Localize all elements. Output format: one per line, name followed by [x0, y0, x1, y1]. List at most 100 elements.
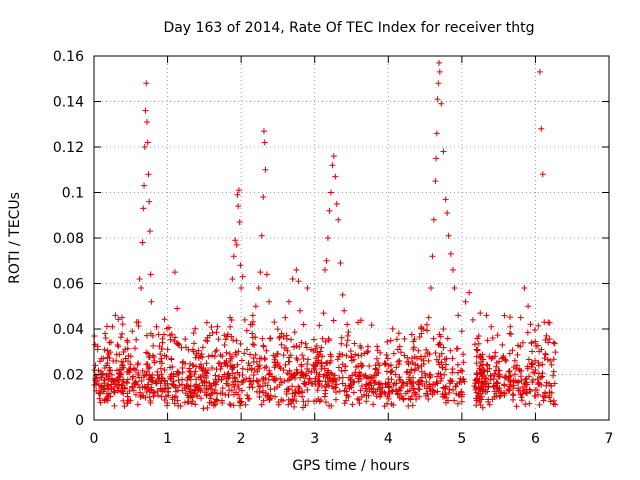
data-point — [353, 364, 360, 371]
data-point — [366, 362, 373, 369]
data-point — [315, 373, 322, 380]
data-point — [124, 337, 131, 344]
data-point — [547, 357, 554, 364]
data-point — [203, 392, 210, 399]
data-point — [186, 367, 193, 374]
data-point — [205, 386, 212, 393]
data-point — [141, 144, 148, 150]
data-point — [249, 341, 256, 348]
data-point — [356, 372, 363, 379]
data-point — [164, 380, 171, 387]
data-point — [423, 378, 430, 385]
data-point — [347, 348, 354, 355]
data-point — [387, 337, 394, 344]
data-point — [227, 402, 234, 409]
data-point — [157, 380, 164, 387]
data-point — [221, 332, 228, 339]
data-point — [432, 350, 439, 357]
data-point — [272, 359, 279, 366]
data-point — [496, 393, 503, 400]
data-point — [454, 361, 461, 368]
data-point — [359, 362, 366, 369]
data-point — [536, 68, 543, 75]
data-point — [532, 392, 539, 399]
data-point — [239, 365, 246, 372]
data-point — [161, 386, 168, 393]
data-point — [302, 402, 309, 409]
data-point — [514, 379, 521, 386]
data-point — [289, 390, 296, 397]
data-point — [418, 368, 425, 375]
data-point — [509, 391, 516, 398]
data-point — [205, 353, 212, 360]
data-points — [91, 59, 559, 412]
data-point — [322, 378, 329, 385]
data-point — [384, 355, 391, 362]
data-point — [185, 346, 192, 353]
data-point — [195, 374, 202, 381]
data-point — [338, 334, 345, 341]
data-point — [397, 349, 404, 356]
data-point — [104, 397, 111, 404]
data-point — [423, 385, 430, 392]
data-point — [338, 340, 345, 347]
data-point — [524, 329, 531, 336]
data-point — [313, 342, 320, 349]
data-point — [109, 323, 116, 330]
data-point — [91, 367, 98, 374]
data-point — [260, 194, 267, 201]
data-point — [179, 364, 186, 371]
data-point — [266, 298, 273, 305]
data-point — [374, 366, 381, 373]
data-point — [213, 347, 220, 354]
data-point — [485, 384, 492, 391]
data-point — [175, 377, 182, 384]
data-point — [182, 344, 189, 351]
data-point — [318, 344, 325, 351]
data-point — [460, 359, 467, 366]
data-point — [115, 343, 122, 350]
data-point — [511, 371, 518, 378]
data-point — [226, 401, 233, 408]
data-point — [385, 376, 392, 383]
data-point — [479, 373, 486, 380]
data-point — [141, 372, 148, 379]
data-point — [275, 399, 282, 406]
data-point — [105, 390, 112, 397]
data-point — [423, 346, 430, 353]
data-point — [473, 371, 480, 378]
data-point — [308, 369, 315, 376]
data-point — [145, 381, 152, 388]
data-point — [234, 191, 241, 198]
data-point — [521, 285, 528, 292]
data-point — [373, 355, 380, 362]
data-point — [298, 339, 305, 346]
data-point — [155, 331, 162, 338]
data-point — [441, 391, 448, 398]
data-point — [199, 354, 206, 361]
data-point — [116, 373, 123, 380]
data-point — [393, 336, 400, 343]
data-point — [519, 383, 526, 390]
data-point — [502, 374, 509, 381]
data-point — [143, 389, 150, 396]
data-point — [111, 402, 118, 409]
data-point — [194, 391, 200, 398]
data-point — [547, 382, 554, 389]
data-point — [538, 346, 545, 353]
data-point — [457, 367, 464, 374]
data-point — [535, 370, 542, 377]
data-point — [260, 397, 267, 404]
data-point — [321, 371, 328, 378]
data-point — [335, 353, 342, 360]
data-point — [416, 393, 423, 400]
data-point — [280, 352, 287, 359]
data-point — [529, 360, 536, 367]
data-point — [343, 342, 350, 349]
data-point — [355, 375, 362, 382]
data-point — [364, 349, 371, 356]
data-point — [283, 386, 290, 393]
data-point — [134, 401, 141, 408]
data-point — [333, 381, 340, 388]
data-point — [192, 401, 199, 408]
